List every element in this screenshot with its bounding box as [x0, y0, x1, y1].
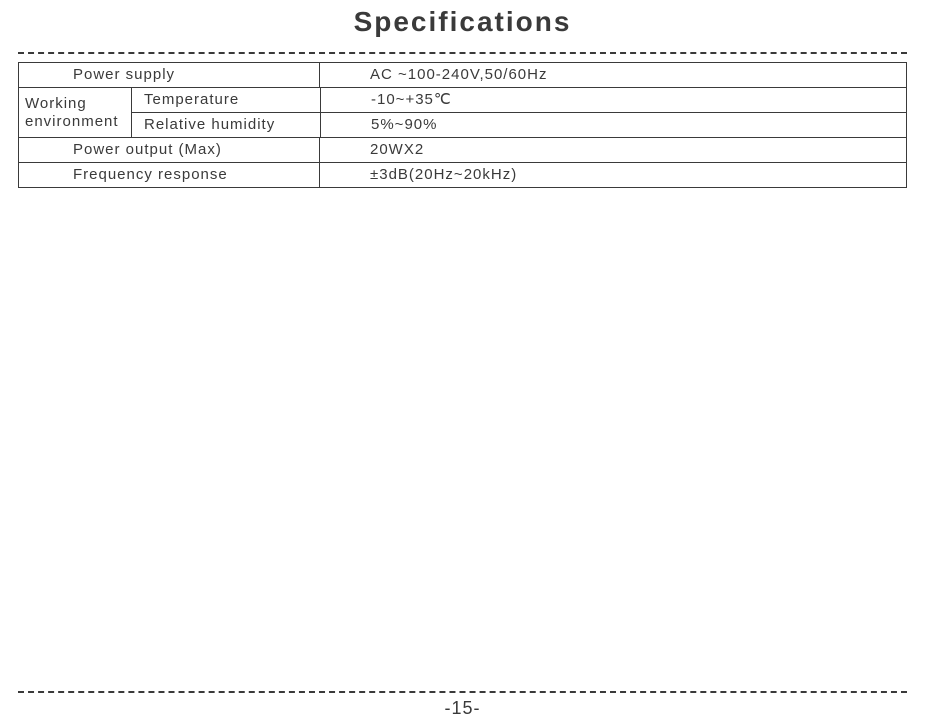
row-value: 20WX2 [319, 138, 906, 162]
group-label: Working environment [19, 88, 131, 137]
row-label: Temperature [132, 88, 320, 112]
specifications-table: Power supply AC ~100-240V,50/60Hz Workin… [18, 62, 907, 188]
row-label: Relative humidity [132, 113, 320, 137]
table-row: Temperature -10~+35℃ [132, 88, 906, 112]
table-row: Frequency response ±3dB(20Hz~20kHz) [19, 162, 906, 187]
row-value: ±3dB(20Hz~20kHz) [319, 163, 906, 187]
group-label-line: Working [25, 95, 127, 113]
table-row: Power output (Max) 20WX2 [19, 137, 906, 162]
page-title: Specifications [18, 0, 907, 38]
table-row: Power supply AC ~100-240V,50/60Hz [19, 63, 906, 87]
row-value: AC ~100-240V,50/60Hz [319, 63, 906, 87]
divider-top [18, 52, 907, 54]
table-row-group: Working environment Temperature -10~+35℃… [19, 87, 906, 137]
page: Specifications Power supply AC ~100-240V… [0, 0, 925, 725]
row-value: 5%~90% [320, 113, 906, 137]
row-label: Power supply [19, 63, 319, 87]
row-label: Frequency response [19, 163, 319, 187]
row-value: -10~+35℃ [320, 88, 906, 112]
group-label-line: environment [25, 113, 127, 131]
row-label: Power output (Max) [19, 138, 319, 162]
table-row: Relative humidity 5%~90% [132, 112, 906, 137]
page-number: -15- [0, 698, 925, 719]
group-rows: Temperature -10~+35℃ Relative humidity 5… [131, 88, 906, 137]
divider-bottom [18, 691, 907, 693]
